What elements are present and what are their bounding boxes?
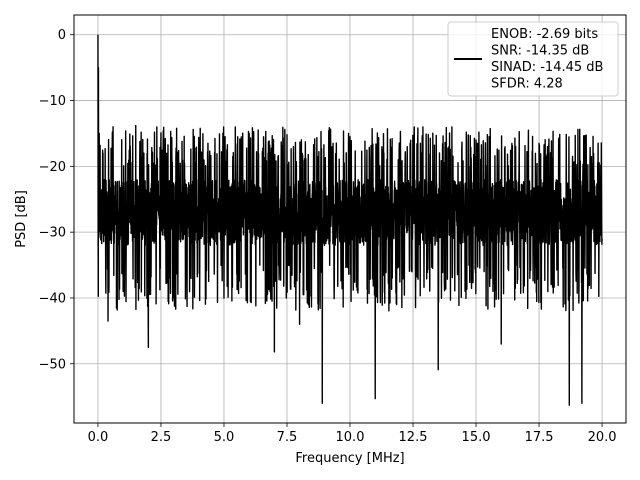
x-tick-label: 12.5: [399, 430, 428, 445]
x-tick-label: 10.0: [336, 430, 365, 445]
legend-line-text: SFDR: 4.28: [491, 77, 563, 92]
x-tick-label: 2.5: [151, 430, 172, 445]
y-axis-label: PSD [dB]: [14, 190, 29, 248]
legend-box: [447, 21, 619, 97]
y-axis-ticks: 0 −10 −20 −30 −40 −50: [39, 28, 74, 372]
y-tick-label: 0: [58, 28, 66, 43]
x-tick-label: 17.5: [525, 430, 554, 445]
y-tick-label: −20: [39, 160, 66, 175]
x-axis-ticks: 0.0 2.5 5.0 7.5 10.0 12.5 15.0 17.5 20.0: [88, 423, 617, 445]
y-tick-label: −40: [39, 291, 66, 306]
legend: ENOB: -2.69 bits SNR: -14.35 dB SINAD: -14…: [447, 21, 619, 97]
x-tick-label: 15.0: [462, 430, 491, 445]
x-tick-label: 20.0: [588, 430, 617, 445]
legend-line-text: ENOB: -2.69 bits: [491, 27, 598, 42]
x-tick-label: 0.0: [88, 430, 109, 445]
x-tick-label: 5.0: [214, 430, 235, 445]
legend-label: ENOB: -2.69 bits SNR: -14.35 dB SINAD: -14…: [491, 27, 603, 92]
psd-trace: [97, 34, 603, 406]
x-axis-label: Frequency [MHz]: [295, 451, 404, 466]
legend-line-text: SINAD: -14.45 dB: [491, 60, 603, 75]
y-tick-label: −50: [39, 357, 66, 372]
x-tick-label: 7.5: [277, 430, 298, 445]
y-tick-label: −10: [39, 94, 66, 109]
legend-line-text: SNR: -14.35 dB: [491, 44, 589, 59]
y-tick-label: −30: [39, 226, 66, 241]
